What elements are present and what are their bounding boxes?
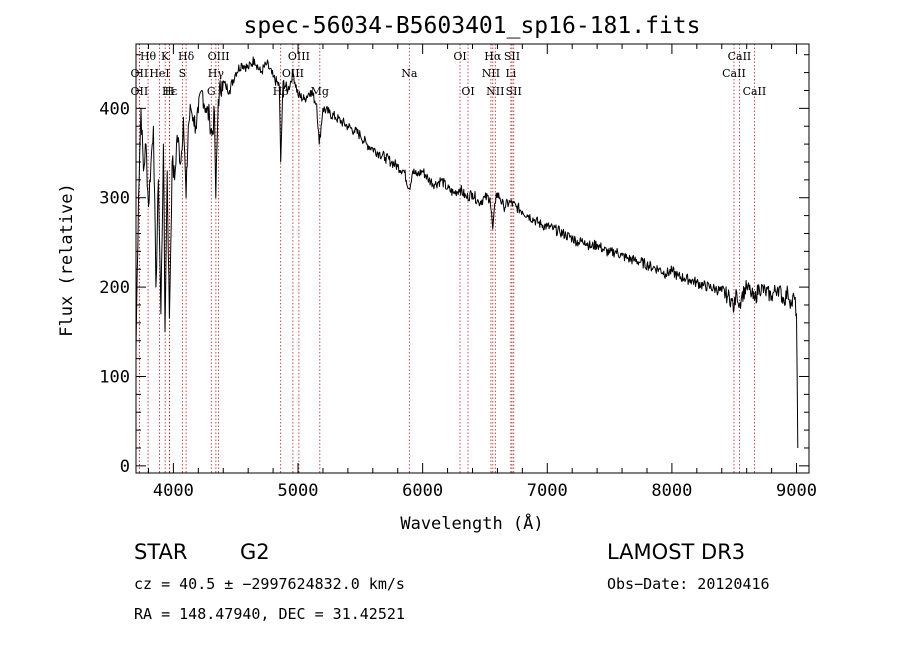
line-label: Hγ <box>208 67 225 80</box>
line-label: Hβ <box>273 85 289 98</box>
line-label: Hδ <box>178 50 195 63</box>
survey-name: LAMOST DR3 <box>607 540 745 564</box>
line-label: SII <box>504 50 520 63</box>
line-label: Hθ <box>140 50 157 63</box>
line-label: NII <box>482 67 500 80</box>
redshift-info: cz = 40.5 ± −2997624832.0 km/s <box>134 575 405 593</box>
coordinates: RA = 148.47940, DEC = 31.42521 <box>134 605 405 623</box>
x-tick-label: 4000 <box>153 481 194 501</box>
line-label: HeI <box>149 67 169 80</box>
line-label: Mg <box>311 85 329 98</box>
y-tick-label: 200 <box>99 278 130 298</box>
line-label: Hα <box>484 50 502 63</box>
line-label: OII <box>131 67 149 80</box>
x-tick-label: 9000 <box>776 481 817 501</box>
y-axis-ticks: 0 100 200 300 400 <box>99 54 809 477</box>
spectral-line-markers <box>138 44 755 473</box>
line-label: SII <box>506 85 522 98</box>
line-label: H <box>165 85 175 98</box>
y-tick-label: 0 <box>120 457 130 477</box>
line-label: CaII <box>722 67 746 80</box>
object-class: STAR <box>134 540 187 564</box>
spectrum-line <box>135 56 799 449</box>
y-tick-label: 400 <box>99 99 130 119</box>
x-tick-label: 6000 <box>402 481 443 501</box>
line-label: S <box>179 67 187 80</box>
y-tick-label: 300 <box>99 189 130 209</box>
x-axis-ticks: 4000 5000 6000 7000 8000 9000 <box>147 44 817 501</box>
line-label: NII <box>486 85 504 98</box>
x-tick-label: 5000 <box>278 481 319 501</box>
line-label: OII <box>131 85 149 98</box>
y-axis-label: Flux (relative) <box>57 183 77 337</box>
line-label: CaII <box>728 50 752 63</box>
line-label: K <box>161 50 170 63</box>
y-tick-label: 100 <box>99 367 130 387</box>
line-label: CaII <box>743 85 767 98</box>
line-label: OI <box>461 85 474 98</box>
line-label: Hε <box>162 85 178 98</box>
x-tick-label: 7000 <box>527 481 568 501</box>
line-label: OIII <box>208 50 230 63</box>
object-subclass: G2 <box>240 540 270 564</box>
line-label: Na <box>401 67 418 80</box>
line-label: G <box>207 85 216 98</box>
chart-title: spec-56034-B5603401_sp16-181.fits <box>244 13 701 39</box>
line-label: OIII <box>288 50 310 63</box>
line-label: Li <box>505 67 516 80</box>
x-tick-label: 8000 <box>651 481 692 501</box>
line-label: OI <box>453 50 466 63</box>
observation-date: Obs−Date: 20120416 <box>607 575 770 593</box>
plot-frame <box>135 43 810 474</box>
x-axis-label: Wavelength (Å) <box>400 512 543 534</box>
